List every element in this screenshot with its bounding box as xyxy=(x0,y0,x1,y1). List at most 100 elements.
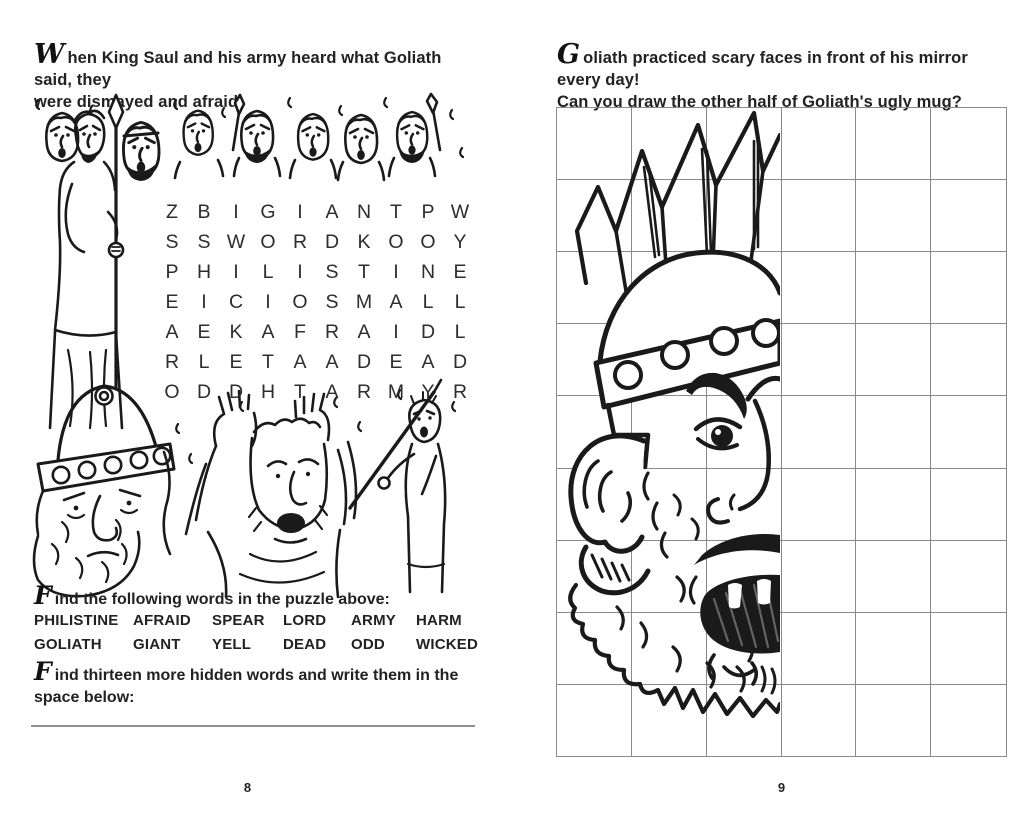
draw-grid-cell[interactable] xyxy=(931,252,1006,325)
draw-grid-cell[interactable] xyxy=(706,396,782,469)
draw-grid-cell[interactable] xyxy=(557,108,632,181)
draw-grid-cell[interactable] xyxy=(931,541,1006,613)
draw-grid-cell[interactable] xyxy=(781,108,857,181)
word-list-word: HARM xyxy=(416,612,462,629)
draw-grid-cell[interactable] xyxy=(856,108,932,181)
draw-grid-cell[interactable] xyxy=(781,252,857,325)
draw-grid-cell[interactable] xyxy=(931,396,1006,469)
draw-grid-cell[interactable] xyxy=(856,612,932,685)
draw-grid-cell[interactable] xyxy=(706,324,782,397)
draw-grid-cell[interactable] xyxy=(781,396,857,469)
word-search-letter: I xyxy=(393,261,399,283)
right-intro-line2: Can you draw the other half of Goliath's… xyxy=(557,93,962,112)
draw-grid-cell[interactable] xyxy=(931,469,1006,541)
word-list: PHILISTINE AFRAID SPEAR LORD ARMY HARM GOLIATH… xyxy=(34,612,478,660)
draw-grid-cell[interactable] xyxy=(856,684,932,756)
draw-grid-cell[interactable] xyxy=(631,468,707,541)
word-search-letter: R xyxy=(324,321,340,343)
word-search-letter: F xyxy=(294,321,306,343)
draw-grid-cell[interactable] xyxy=(781,468,857,541)
draw-grid-cell[interactable] xyxy=(856,324,932,397)
word-list-word: GOLIATH xyxy=(34,636,102,653)
word-list-word: DEAD xyxy=(283,636,327,653)
draw-grid-cell[interactable] xyxy=(781,180,857,253)
draw-grid-cell[interactable] xyxy=(856,540,932,613)
draw-grid-cell[interactable] xyxy=(856,396,932,469)
saul-army-illustration xyxy=(32,92,465,599)
left-intro-line2: were dismayed and afraid. xyxy=(34,93,243,112)
draw-grid-cell[interactable] xyxy=(631,396,707,469)
word-search-letter: A xyxy=(261,321,275,343)
word-search-letter: E xyxy=(165,291,179,313)
word-search-letter: W xyxy=(226,231,246,253)
word-search-letter: M xyxy=(387,381,405,403)
word-list-word: LORD xyxy=(283,612,327,629)
dropcap-f1: F xyxy=(34,581,52,610)
draw-grid-cell[interactable] xyxy=(931,108,1006,181)
draw-grid-cell[interactable] xyxy=(557,612,632,685)
draw-grid-cell[interactable] xyxy=(781,324,857,397)
word-search-letter: S xyxy=(325,261,339,283)
word-search-letter: A xyxy=(357,321,371,343)
word-list-word: PHILISTINE xyxy=(34,612,119,629)
word-search-letter: P xyxy=(421,201,435,223)
word-search-letter: M xyxy=(355,291,373,313)
draw-grid[interactable] xyxy=(556,107,1007,757)
draw-grid-cell[interactable] xyxy=(931,613,1006,685)
draw-grid-cell[interactable] xyxy=(557,684,632,756)
dropcap-f2: F xyxy=(34,657,52,686)
draw-grid-cell[interactable] xyxy=(856,252,932,325)
word-list-word: AFRAID xyxy=(133,612,191,629)
word-search-letter: A xyxy=(325,201,339,223)
word-search-letter: Y xyxy=(453,231,467,253)
word-search-letter: D xyxy=(228,381,244,403)
draw-grid-cell[interactable] xyxy=(632,684,707,756)
draw-grid-cell[interactable] xyxy=(781,612,857,685)
draw-grid-cell[interactable] xyxy=(631,540,707,613)
word-list-word: WICKED xyxy=(416,636,479,653)
word-search-letter: P xyxy=(165,261,179,283)
draw-grid-cell[interactable] xyxy=(782,684,857,756)
word-search-letter: R xyxy=(292,231,308,253)
word-search-letter: I xyxy=(233,261,239,283)
draw-grid-cell[interactable] xyxy=(931,180,1006,253)
draw-grid-cell[interactable] xyxy=(557,540,632,613)
word-search-letter: L xyxy=(454,321,466,343)
word-list-word: ARMY xyxy=(351,612,396,629)
word-search-letter: D xyxy=(452,351,468,373)
word-search-letter: N xyxy=(356,201,372,223)
draw-grid-cell[interactable] xyxy=(631,612,707,685)
draw-grid-cell[interactable] xyxy=(856,468,932,541)
draw-grid-cell[interactable] xyxy=(856,180,932,253)
word-search-letter: O xyxy=(292,291,308,313)
draw-grid-cell[interactable] xyxy=(707,684,782,756)
word-search-letter: I xyxy=(297,201,303,223)
word-search-letter: A xyxy=(325,381,339,403)
draw-grid-cell[interactable] xyxy=(557,180,632,253)
word-search-letter: K xyxy=(229,321,243,343)
word-search-letter: I xyxy=(393,321,399,343)
word-search-letter: G xyxy=(260,201,276,223)
draw-grid-cell[interactable] xyxy=(706,180,782,253)
draw-grid-cell[interactable] xyxy=(781,540,857,613)
draw-grid-cell[interactable] xyxy=(631,108,707,181)
answer-write-line[interactable] xyxy=(31,725,475,727)
draw-grid-cell[interactable] xyxy=(931,685,1006,756)
word-search-letter: D xyxy=(324,231,340,253)
draw-grid-cell[interactable] xyxy=(931,324,1006,397)
dropcap-g: G xyxy=(557,39,581,70)
find-words-text: ind the following words in the puzzle ab… xyxy=(54,591,390,608)
word-search-letter: B xyxy=(197,201,211,223)
draw-grid-cell[interactable] xyxy=(706,108,782,181)
dropcap-w: W xyxy=(34,39,65,70)
word-search-letter: A xyxy=(165,321,179,343)
word-search-letter: C xyxy=(228,291,244,313)
